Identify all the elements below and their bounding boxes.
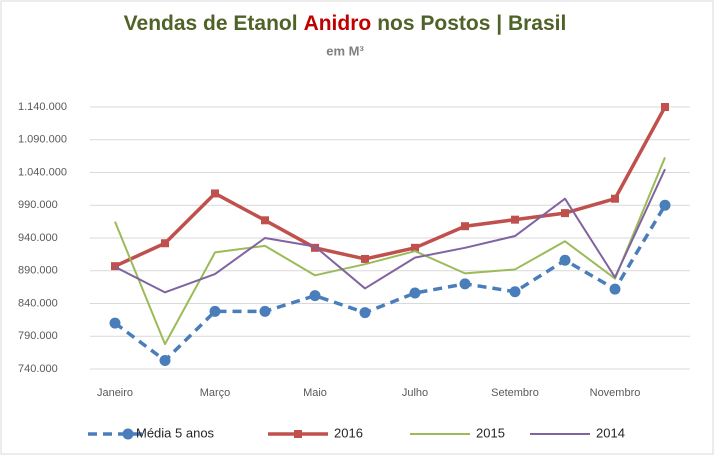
point (261, 216, 269, 225)
legend-label: Média 5 anos (136, 425, 215, 440)
x-tick-label: Março (200, 387, 231, 399)
legend-marker (122, 428, 134, 440)
point (561, 209, 569, 218)
point (111, 262, 119, 271)
y-tick-label: 890.000 (18, 265, 58, 277)
point (611, 194, 619, 203)
legend-label: 2016 (334, 425, 363, 440)
point (211, 189, 219, 198)
point (159, 354, 171, 366)
point (661, 103, 669, 111)
series-line (113, 204, 667, 363)
series-line (114, 157, 666, 346)
point (409, 287, 421, 299)
y-tick-label: 740.000 (18, 363, 58, 375)
y-tick-label: 990.000 (18, 199, 58, 211)
point (659, 199, 671, 211)
legend-label: 2015 (476, 425, 505, 440)
point (109, 317, 121, 329)
chart-title: Vendas de Etanol Anidro nos Postos | Brasi… (124, 12, 567, 35)
point (509, 286, 521, 298)
series-line (114, 168, 666, 294)
title-part: Vendas de Etanol (124, 12, 298, 35)
legend-label: 2014 (596, 425, 625, 440)
point (259, 305, 271, 317)
chart-subtitle: em M³ (326, 43, 364, 58)
y-tick-label: 1.140.000 (18, 101, 67, 113)
x-tick-label: Maio (303, 387, 327, 399)
point (309, 290, 321, 302)
y-tick-label: 1.090.000 (18, 134, 67, 146)
x-tick-label: Novembro (590, 387, 641, 399)
point (609, 283, 621, 295)
point (511, 215, 519, 224)
title-part: nos Postos | Brasil (377, 12, 566, 35)
y-tick-label: 840.000 (18, 297, 58, 309)
point (209, 305, 221, 317)
point (411, 243, 419, 252)
point (459, 278, 471, 290)
y-tick-label: 790.000 (18, 330, 58, 342)
y-tick-label: 1.040.000 (18, 166, 67, 178)
point (559, 254, 571, 266)
point (311, 243, 319, 252)
x-tick-label: Julho (402, 387, 428, 399)
legend-marker (294, 430, 302, 438)
point (461, 222, 469, 231)
point (359, 307, 371, 319)
title-part: Anidro (304, 12, 372, 35)
point (161, 239, 169, 248)
point (361, 254, 369, 263)
y-tick-label: 940.000 (18, 232, 58, 244)
x-tick-label: Janeiro (97, 387, 133, 399)
x-tick-label: Setembro (491, 387, 539, 399)
